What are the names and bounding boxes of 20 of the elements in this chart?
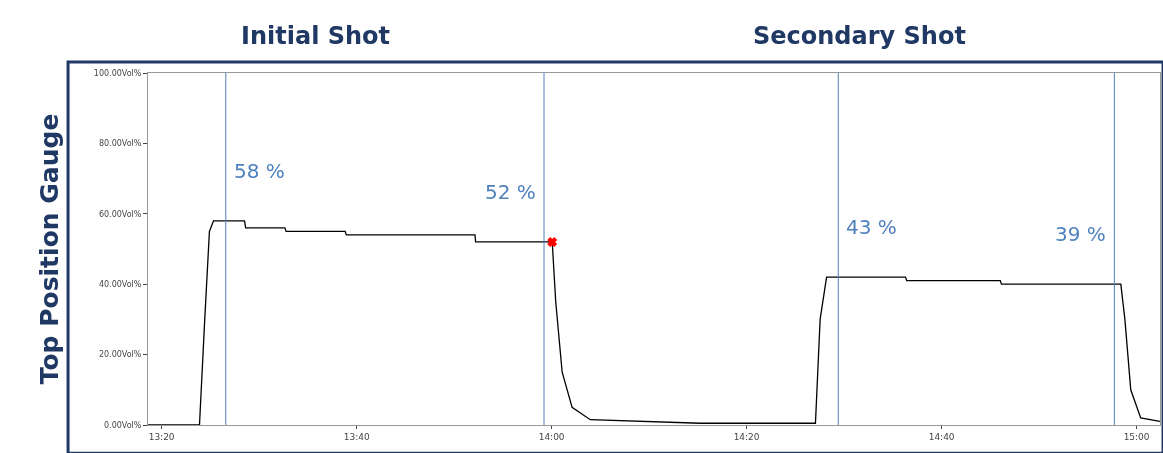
y-tick-label: 20.00Vol%	[98, 350, 142, 360]
line-series	[148, 220, 1160, 425]
x-tick-label: 15:00	[1123, 431, 1150, 442]
annotation: 52 %	[485, 180, 536, 204]
x-tick-label: 14:00	[538, 431, 565, 442]
y-tick-label: 60.00Vol%	[98, 209, 142, 219]
text: Initial Shot	[241, 22, 391, 50]
x-tick-label: 14:40	[928, 431, 955, 442]
y-axis-title: Top Position Gauge	[34, 113, 64, 385]
text: Secondary Shot	[753, 22, 966, 50]
y-tick-label: 100.00Vol%	[93, 68, 142, 78]
y-tick-label: 80.00Vol%	[98, 139, 142, 149]
x-tick-label: 13:40	[343, 431, 370, 442]
annotation: 58 %	[234, 159, 285, 183]
y-tick-label: 40.00Vol%	[98, 280, 142, 289]
annotation: 43 %	[846, 215, 897, 239]
annotation: 39 %	[1055, 222, 1106, 246]
y-tick-label: 0.00Vol%	[104, 420, 142, 430]
x-tick-label: 14:20	[733, 431, 760, 442]
x-tick-label: 13:20	[148, 431, 175, 442]
